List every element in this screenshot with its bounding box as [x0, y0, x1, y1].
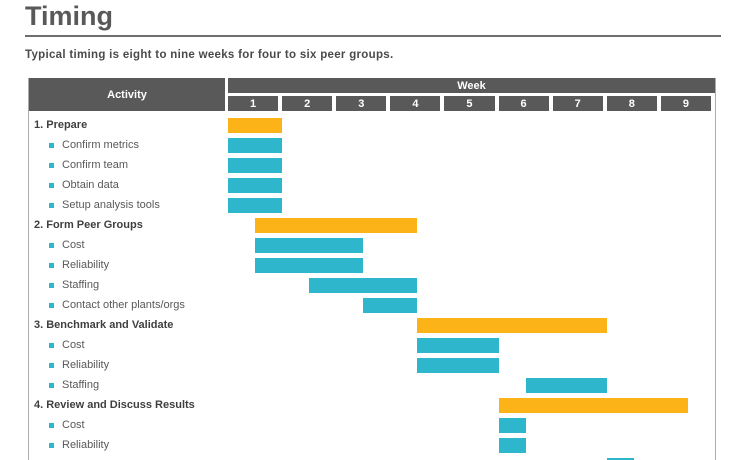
week-number-cell: 6	[498, 96, 549, 111]
row-label: 3. Benchmark and Validate	[34, 319, 174, 331]
row-label: Reliability	[62, 359, 110, 371]
week-number-cell: 8	[606, 96, 657, 111]
gantt-row: Contact other plants/orgs	[29, 298, 715, 318]
activity-header-cell: Activity	[29, 78, 225, 111]
week-header-cell: Week	[228, 78, 715, 93]
gantt-row: 1. Prepare	[29, 118, 715, 138]
gantt-row: Reliability	[29, 438, 715, 458]
bullet-square-icon	[49, 283, 54, 288]
row-label: Setup analysis tools	[62, 199, 160, 211]
week-number-cell: 5	[444, 96, 495, 111]
gantt-row	[29, 458, 715, 460]
subtitle: Typical timing is eight to nine weeks fo…	[25, 49, 394, 61]
page-title: Timing	[25, 1, 114, 31]
row-label: Confirm team	[62, 159, 129, 171]
row-label: Confirm metrics	[62, 139, 140, 151]
bullet-square-icon	[49, 243, 54, 248]
row-label: Contact other plants/orgs	[62, 299, 185, 311]
gantt-row: Setup analysis tools	[29, 198, 715, 218]
week-number-cell: 7	[552, 96, 603, 111]
bullet-square-icon	[49, 303, 54, 308]
gantt-row: Reliability	[29, 258, 715, 278]
bullet-square-icon	[49, 143, 54, 148]
week-number-cell: 4	[390, 96, 441, 111]
gantt-bar	[498, 438, 526, 453]
row-label: Reliability	[62, 439, 110, 451]
bullet-square-icon	[49, 343, 54, 348]
gantt-row: Staffing	[29, 278, 715, 298]
gantt-row: Reliability	[29, 358, 715, 378]
gantt-row: Cost	[29, 338, 715, 358]
row-label: 1. Prepare	[34, 119, 88, 131]
row-label: Cost	[62, 419, 85, 431]
gantt-bar	[228, 118, 283, 133]
bullet-square-icon	[49, 203, 54, 208]
bullet-square-icon	[49, 443, 54, 448]
row-label: Staffing	[62, 379, 100, 391]
bullet-square-icon	[49, 163, 54, 168]
gantt-bar	[228, 198, 283, 213]
gantt-bar	[255, 218, 418, 233]
gantt-bar	[228, 178, 283, 193]
gantt-bar	[417, 358, 499, 373]
gantt-row: 4. Review and Discuss Results	[29, 398, 715, 418]
week-number-cell: 3	[336, 96, 387, 111]
bullet-square-icon	[49, 423, 54, 428]
bullet-square-icon	[49, 263, 54, 268]
gantt-row: Staffing	[29, 378, 715, 398]
gantt-row: Confirm metrics	[29, 138, 715, 158]
gantt-row: Confirm team	[29, 158, 715, 178]
week-number-cell: 2	[282, 96, 333, 111]
gantt-bar	[606, 458, 634, 460]
row-label: 4. Review and Discuss Results	[34, 399, 195, 411]
gantt-row: 3. Benchmark and Validate	[29, 318, 715, 338]
gantt-bar	[498, 418, 526, 433]
row-label: Staffing	[62, 279, 100, 291]
week-number-cell: 1	[228, 96, 279, 111]
gantt-bar	[309, 278, 418, 293]
gantt-bar	[228, 158, 283, 173]
gantt-bar	[525, 378, 607, 393]
row-label: 2. Form Peer Groups	[34, 219, 143, 231]
title-rule	[25, 35, 721, 37]
row-label: Obtain data	[62, 179, 119, 191]
gantt-bar	[363, 298, 418, 313]
row-label: Cost	[62, 239, 85, 251]
gantt-bar	[255, 238, 364, 253]
row-label: Reliability	[62, 259, 110, 271]
bullet-square-icon	[49, 383, 54, 388]
week-number-cell: 9	[660, 96, 711, 111]
bullet-square-icon	[49, 363, 54, 368]
gantt-row: Cost	[29, 418, 715, 438]
row-label: Cost	[62, 339, 85, 351]
gantt-row: 2. Form Peer Groups	[29, 218, 715, 238]
gantt-bar	[417, 338, 499, 353]
gantt-row: Cost	[29, 238, 715, 258]
gantt-bar	[255, 258, 364, 273]
gantt-bar	[417, 318, 607, 333]
bullet-square-icon	[49, 183, 54, 188]
gantt-row: Obtain data	[29, 178, 715, 198]
gantt-bar	[498, 398, 688, 413]
gantt-bar	[228, 138, 283, 153]
